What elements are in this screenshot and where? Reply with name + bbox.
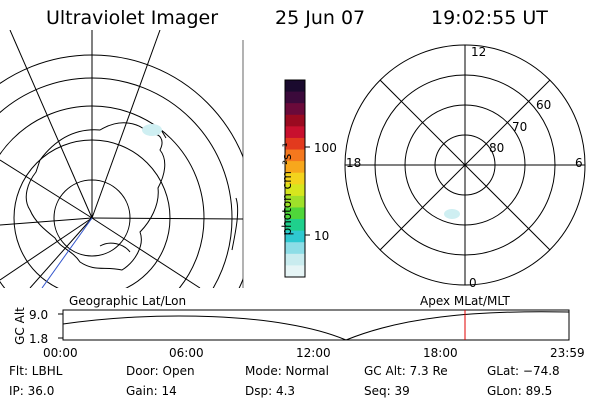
colorbar bbox=[285, 80, 305, 278]
colorbar-band bbox=[285, 265, 305, 278]
colorbar-band bbox=[285, 172, 305, 185]
mlt-label-12: 12 bbox=[471, 45, 487, 59]
time-label: 19:02:55 UT bbox=[431, 7, 548, 29]
colorbar-band bbox=[285, 114, 305, 127]
info-dsp: Dsp: 4.3 bbox=[245, 384, 296, 398]
aurora-spot bbox=[444, 209, 460, 219]
timeline-xtick-1200: 12:00 bbox=[296, 346, 331, 360]
colorbar-label-100: 100 bbox=[314, 141, 337, 155]
timeline-xtick-0000: 00:00 bbox=[43, 346, 78, 360]
info-seq: Seq: 39 bbox=[364, 384, 410, 398]
colorbar-band bbox=[285, 80, 305, 93]
mlt-label-18: 18 bbox=[346, 156, 362, 170]
colorbar-band bbox=[285, 242, 305, 255]
timeline-xtick-1800: 18:00 bbox=[423, 346, 458, 360]
mlt-label-0: 0 bbox=[469, 276, 477, 290]
colorbar-band bbox=[285, 184, 305, 197]
polar-plot bbox=[344, 44, 586, 286]
colorbar-band bbox=[285, 149, 305, 162]
info-door: Door: Open bbox=[126, 364, 195, 378]
timeline-xtick-0600: 06:00 bbox=[169, 346, 204, 360]
colorbar-band bbox=[285, 195, 305, 208]
info-glon: GLon: 89.5 bbox=[487, 384, 553, 398]
colorbar-frame bbox=[284, 79, 306, 278]
date-label: 25 Jun 07 bbox=[275, 7, 366, 29]
timeline-plot bbox=[58, 309, 570, 341]
info-glat: GLat: −74.8 bbox=[487, 364, 560, 378]
mlat-label-80: 80 bbox=[489, 141, 505, 155]
colorbar-band bbox=[285, 137, 305, 151]
colorbar-band bbox=[285, 91, 305, 104]
instrument-title: Ultraviolet Imager bbox=[46, 7, 219, 29]
colorbar-unit-label: photon cm⁻²s⁻¹ bbox=[280, 142, 294, 236]
info-flt: Flt: LBHL bbox=[9, 364, 63, 378]
info-ip: IP: 36.0 bbox=[9, 384, 55, 398]
colorbar-label-10: 10 bbox=[314, 229, 330, 243]
polar-panel-label: Apex MLat/MLT bbox=[420, 294, 510, 308]
colorbar-band bbox=[285, 161, 305, 174]
gc-alt-curve bbox=[62, 311, 570, 341]
info-mode: Mode: Normal bbox=[245, 364, 329, 378]
mlt-label-6: 6 bbox=[575, 156, 583, 170]
colorbar-band bbox=[285, 230, 305, 243]
info-gain: Gain: 14 bbox=[126, 384, 177, 398]
geographic-map bbox=[0, 30, 243, 288]
timeline-ytick-9: 9.0 bbox=[29, 308, 49, 322]
colorbar-band bbox=[285, 103, 305, 116]
colorbar-band bbox=[285, 219, 305, 232]
colorbar-band bbox=[285, 126, 305, 139]
geo-panel-label: Geographic Lat/Lon bbox=[69, 294, 187, 308]
info-gcalt: GC Alt: 7.3 Re bbox=[364, 364, 448, 378]
timeline-ytick-1-8: 1.8 bbox=[29, 332, 49, 346]
mlat-label-60: 60 bbox=[536, 98, 552, 112]
colorbar-band bbox=[285, 207, 305, 220]
timeline-ylabel: GC Alt bbox=[13, 307, 27, 345]
colorbar-band bbox=[285, 253, 305, 266]
mlat-label-70: 70 bbox=[512, 120, 528, 134]
timeline-xtick-2359: 23:59 bbox=[550, 346, 585, 360]
